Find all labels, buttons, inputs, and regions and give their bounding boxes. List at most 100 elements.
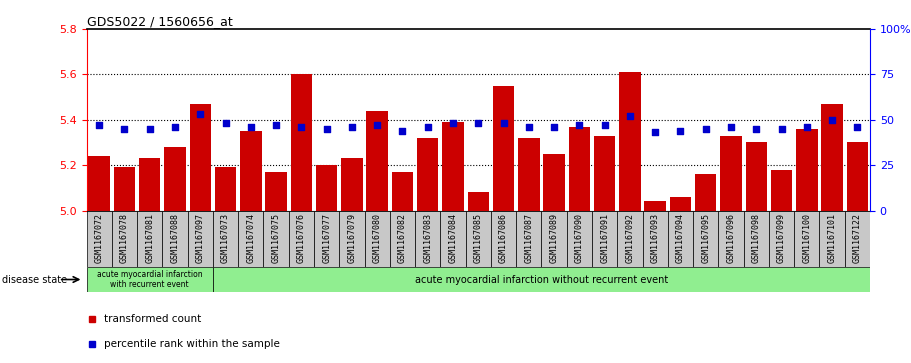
Text: GSM1167076: GSM1167076 [297, 213, 306, 263]
Point [219, 121, 233, 126]
Text: disease state: disease state [2, 274, 67, 285]
Bar [543, 154, 565, 211]
Bar [695, 174, 716, 211]
Text: GSM1167089: GSM1167089 [549, 213, 558, 263]
Bar [114, 167, 135, 211]
Bar [215, 167, 236, 211]
Text: GSM1167081: GSM1167081 [145, 213, 154, 263]
Text: GSM1167092: GSM1167092 [626, 213, 634, 263]
Text: GSM1167075: GSM1167075 [271, 213, 281, 263]
Point [723, 124, 738, 130]
Point [749, 126, 763, 132]
Bar [164, 147, 186, 211]
Bar [568, 127, 590, 211]
Bar [769, 211, 794, 267]
Bar [491, 211, 517, 267]
Text: GSM1167097: GSM1167097 [196, 213, 205, 263]
Text: GSM1167098: GSM1167098 [752, 213, 761, 263]
Bar [162, 211, 188, 267]
Text: GSM1167082: GSM1167082 [398, 213, 407, 263]
Bar [213, 211, 238, 267]
Text: GSM1167074: GSM1167074 [246, 213, 255, 263]
Point [320, 126, 334, 132]
Bar [390, 211, 415, 267]
Bar [265, 172, 287, 211]
Bar [87, 211, 112, 267]
Text: GSM1167091: GSM1167091 [600, 213, 609, 263]
Bar [794, 211, 820, 267]
Bar [467, 192, 489, 211]
Bar [592, 211, 618, 267]
Point [370, 122, 384, 128]
Bar [139, 158, 160, 211]
Bar [316, 165, 337, 211]
Point [471, 121, 486, 126]
Text: GSM1167101: GSM1167101 [827, 213, 836, 263]
Point [850, 124, 865, 130]
Bar [644, 201, 666, 211]
Point [92, 122, 107, 128]
Bar [693, 211, 719, 267]
Bar [440, 211, 466, 267]
Text: GSM1167099: GSM1167099 [777, 213, 786, 263]
Bar [189, 104, 211, 211]
Text: GSM1167072: GSM1167072 [95, 213, 104, 263]
Bar [567, 211, 592, 267]
Text: GSM1167079: GSM1167079 [347, 213, 356, 263]
Bar [342, 158, 363, 211]
Bar [518, 138, 539, 211]
Text: GSM1167093: GSM1167093 [650, 213, 660, 263]
Bar [796, 129, 817, 211]
Bar [668, 211, 693, 267]
Bar [619, 72, 640, 211]
Text: GSM1167088: GSM1167088 [170, 213, 179, 263]
Text: GSM1167084: GSM1167084 [448, 213, 457, 263]
Bar [314, 211, 339, 267]
Bar [392, 172, 414, 211]
Bar [88, 156, 110, 211]
Point [445, 121, 460, 126]
Bar [213, 267, 870, 292]
Bar [364, 211, 390, 267]
Bar [442, 122, 464, 211]
Text: GSM1167073: GSM1167073 [221, 213, 230, 263]
Point [168, 124, 182, 130]
Point [142, 126, 157, 132]
Text: GSM1167094: GSM1167094 [676, 213, 685, 263]
Bar [618, 211, 642, 267]
Bar [466, 211, 491, 267]
Bar [112, 211, 137, 267]
Text: GSM1167100: GSM1167100 [803, 213, 812, 263]
Bar [291, 74, 312, 211]
Text: transformed count: transformed count [104, 314, 201, 324]
Text: GSM1167086: GSM1167086 [499, 213, 508, 263]
Bar [415, 211, 440, 267]
Bar [238, 211, 263, 267]
Bar [417, 138, 438, 211]
Point [496, 121, 511, 126]
Text: GSM1167122: GSM1167122 [853, 213, 862, 263]
Point [118, 126, 132, 132]
Bar [87, 267, 213, 292]
Point [547, 124, 561, 130]
Text: GSM1167077: GSM1167077 [322, 213, 331, 263]
Bar [743, 211, 769, 267]
Point [622, 113, 637, 119]
Point [521, 124, 536, 130]
Point [648, 130, 662, 135]
Point [673, 128, 688, 134]
Bar [289, 211, 314, 267]
Point [774, 126, 789, 132]
Text: GSM1167085: GSM1167085 [474, 213, 483, 263]
Bar [846, 143, 868, 211]
Bar [771, 170, 793, 211]
Bar [263, 211, 289, 267]
Point [699, 126, 713, 132]
Bar [517, 211, 541, 267]
Bar [844, 211, 870, 267]
Point [572, 122, 587, 128]
Point [824, 117, 839, 123]
Text: GSM1167090: GSM1167090 [575, 213, 584, 263]
Bar [541, 211, 567, 267]
Bar [137, 211, 162, 267]
